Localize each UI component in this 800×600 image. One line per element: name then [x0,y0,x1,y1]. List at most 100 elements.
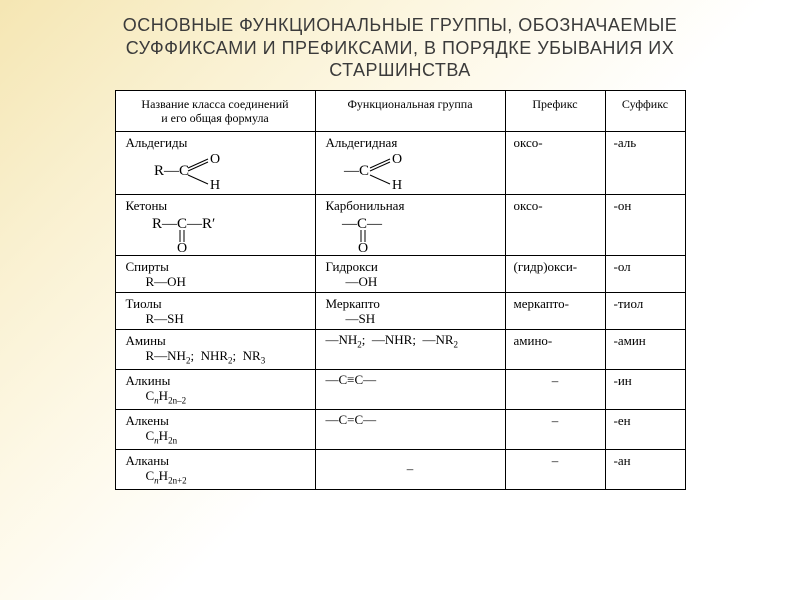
cell-prefix: – [505,449,605,489]
formula-alkyne-group: —C≡C— [324,373,497,387]
cell-prefix: меркапто- [505,292,605,329]
row-ketones: Кетоны R—C—R′ O Карбонильная —C— [115,195,685,256]
cell-class: Амины R—NH2; NHR2; NR3 [115,329,315,369]
class-name: Алкины [124,373,307,389]
row-thiols: Тиолы R—SH Меркапто —SH меркапто- -тиол [115,292,685,329]
cell-class: Альдегиды R—C O H [115,132,315,195]
svg-text:—C—: —C— [341,216,383,232]
t: 2n–2 [168,395,186,405]
title-line-1: ОСНОВНЫЕ ФУНКЦИОНАЛЬНЫЕ ГРУППЫ, ОБОЗНАЧА… [123,15,678,35]
class-name: Спирты [124,259,307,275]
cell-class: Алкины CnH2n–2 [115,369,315,409]
header-text: и его общая формула [161,111,269,125]
cell-class: Тиолы R—SH [115,292,315,329]
t: H [159,428,168,443]
svg-text:R—C—R′: R—C—R′ [152,216,215,232]
title-line-2: СУФФИКСАМИ И ПРЕФИКСАМИ, В ПОРЯДКЕ УБЫВА… [126,38,674,58]
svg-text:R—C: R—C [154,163,189,179]
t: 3 [261,355,266,365]
row-alkynes: Алкины CnH2n–2 —C≡C— – -ин [115,369,685,409]
cell-suffix: -ин [605,369,685,409]
t: ; —NHR; —NR [362,332,454,347]
row-amines: Амины R—NH2; NHR2; NR3 —NH2; —NHR; —NR2 … [115,329,685,369]
group-name: Меркапто [324,296,497,312]
cell-suffix: -амин [605,329,685,369]
table-header-row: Название класса соединений и его общая ф… [115,90,685,132]
formula-thiol-group: —SH [324,312,497,326]
svg-text:H: H [210,178,220,191]
row-alkenes: Алкены CnH2n —C=C— – -ен [115,409,685,449]
col-header-class: Название класса соединений и его общая ф… [115,90,315,132]
formula-amine-class: R—NH2; NHR2; NR3 [124,349,307,366]
svg-text:—C: —C [343,163,369,179]
cell-suffix: -ен [605,409,685,449]
class-name: Альдегиды [124,135,307,151]
formula-alcohol-group: —OH [324,275,497,289]
cell-suffix: -ол [605,256,685,293]
cell-prefix: – [505,369,605,409]
cell-suffix: -ан [605,449,685,489]
row-alkanes: Алканы CnH2n+2 – – -ан [115,449,685,489]
t: C [146,468,155,483]
formula-alkyne-class: CnH2n–2 [124,389,307,406]
cell-suffix: -тиол [605,292,685,329]
class-name: Кетоны [124,198,307,214]
t: 2n+2 [168,475,187,485]
group-name: Гидрокси [324,259,497,275]
formula-ketone-class: R—C—R′ O [124,214,254,252]
svg-text:O: O [177,241,187,252]
col-header-suffix: Суффикс [605,90,685,132]
cell-class: Спирты R—OH [115,256,315,293]
svg-text:O: O [210,152,220,167]
cell-group: Альдегидная —C O H [315,132,505,195]
formula-alkane-group: – [407,461,414,476]
cell-group: —C=C— [315,409,505,449]
formula-aldehyde-group: —C O H [324,151,444,191]
cell-group: Гидрокси —OH [315,256,505,293]
t: C [146,388,155,403]
cell-group: Карбонильная —C— O [315,195,505,256]
t: H [159,388,168,403]
cell-prefix: – [505,409,605,449]
functional-groups-table: Название класса соединений и его общая ф… [115,90,686,490]
formula-alcohol-class: R—OH [124,275,307,289]
cell-class: Алканы CnH2n+2 [115,449,315,489]
col-header-group: Функциональная группа [315,90,505,132]
cell-class: Алкены CnH2n [115,409,315,449]
t: R—NH [146,348,186,363]
cell-prefix: амино- [505,329,605,369]
t: C [146,428,155,443]
formula-aldehyde-class: R—C O H [124,151,244,191]
class-name: Алканы [124,453,307,469]
cell-group: – [315,449,505,489]
svg-text:O: O [358,241,368,252]
cell-suffix: -аль [605,132,685,195]
class-name: Алкены [124,413,307,429]
cell-class: Кетоны R—C—R′ O [115,195,315,256]
cell-prefix: (гидр)окси- [505,256,605,293]
t: —NH [326,332,358,347]
cell-group: —C≡C— [315,369,505,409]
t: ; NR [233,348,261,363]
row-alcohols: Спирты R—OH Гидрокси —OH (гидр)окси- -ол [115,256,685,293]
cell-group: —NH2; —NHR; —NR2 [315,329,505,369]
cell-prefix: оксо- [505,132,605,195]
t: 2 [454,339,459,349]
t: ; NHR [190,348,228,363]
cell-suffix: -он [605,195,685,256]
slide: ОСНОВНЫЕ ФУНКЦИОНАЛЬНЫЕ ГРУППЫ, ОБОЗНАЧА… [0,0,800,600]
t: H [159,468,168,483]
class-name: Амины [124,333,307,349]
header-text: Название класса соединений [141,97,288,111]
cell-group: Меркапто —SH [315,292,505,329]
col-header-prefix: Префикс [505,90,605,132]
t: 2n [168,435,177,445]
slide-title: ОСНОВНЫЕ ФУНКЦИОНАЛЬНЫЕ ГРУППЫ, ОБОЗНАЧА… [0,0,800,90]
row-aldehydes: Альдегиды R—C O H Альдегидная [115,132,685,195]
svg-text:O: O [392,152,402,167]
formula-thiol-class: R—SH [124,312,307,326]
table-container: Название класса соединений и его общая ф… [0,90,800,600]
group-name: Карбонильная [324,198,497,214]
formula-alkene-class: CnH2n [124,429,307,446]
class-name: Тиолы [124,296,307,312]
